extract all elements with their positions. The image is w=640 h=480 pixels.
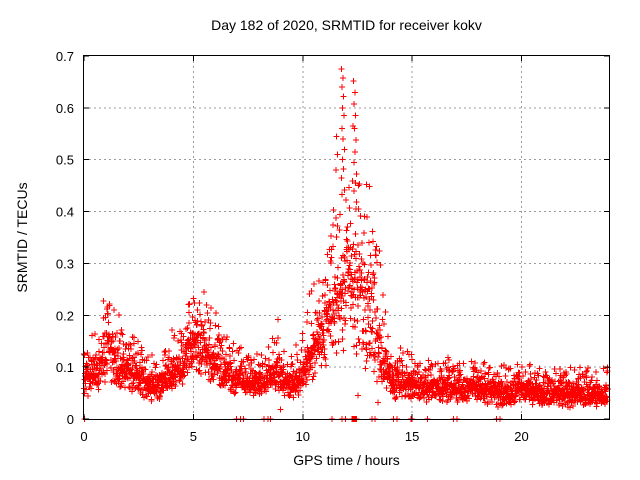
y-tick-label: 0.7 — [56, 49, 74, 64]
y-tick-label: 0 — [67, 412, 74, 427]
y-tick-label: 0.5 — [56, 153, 74, 168]
axis-ticks — [83, 55, 609, 420]
data-points — [81, 66, 611, 422]
x-axis-label: GPS time / hours — [293, 452, 400, 468]
y-tick-label: 0.1 — [56, 360, 74, 375]
y-tick-label: 0.6 — [56, 101, 74, 116]
x-tick-label: 15 — [405, 429, 419, 444]
x-tick-label: 20 — [514, 429, 528, 444]
y-tick-label: 0.3 — [56, 256, 74, 271]
tick-labels: 0 5 10 15 20 0 0.1 0.2 0.3 0.4 0.5 0.6 0.7 — [56, 49, 529, 444]
x-tick-label: 0 — [80, 429, 87, 444]
gridlines — [84, 56, 609, 419]
y-axis-label: SRMTID / TECUs — [14, 182, 30, 292]
x-tick-label: 10 — [296, 429, 310, 444]
plot-border — [83, 55, 610, 420]
y-tick-label: 0.2 — [56, 308, 74, 323]
x-tick-label: 5 — [190, 429, 197, 444]
y-tick-label: 0.4 — [56, 205, 74, 220]
chart-title: Day 182 of 2020, SRMTID for receiver kok… — [211, 17, 482, 33]
